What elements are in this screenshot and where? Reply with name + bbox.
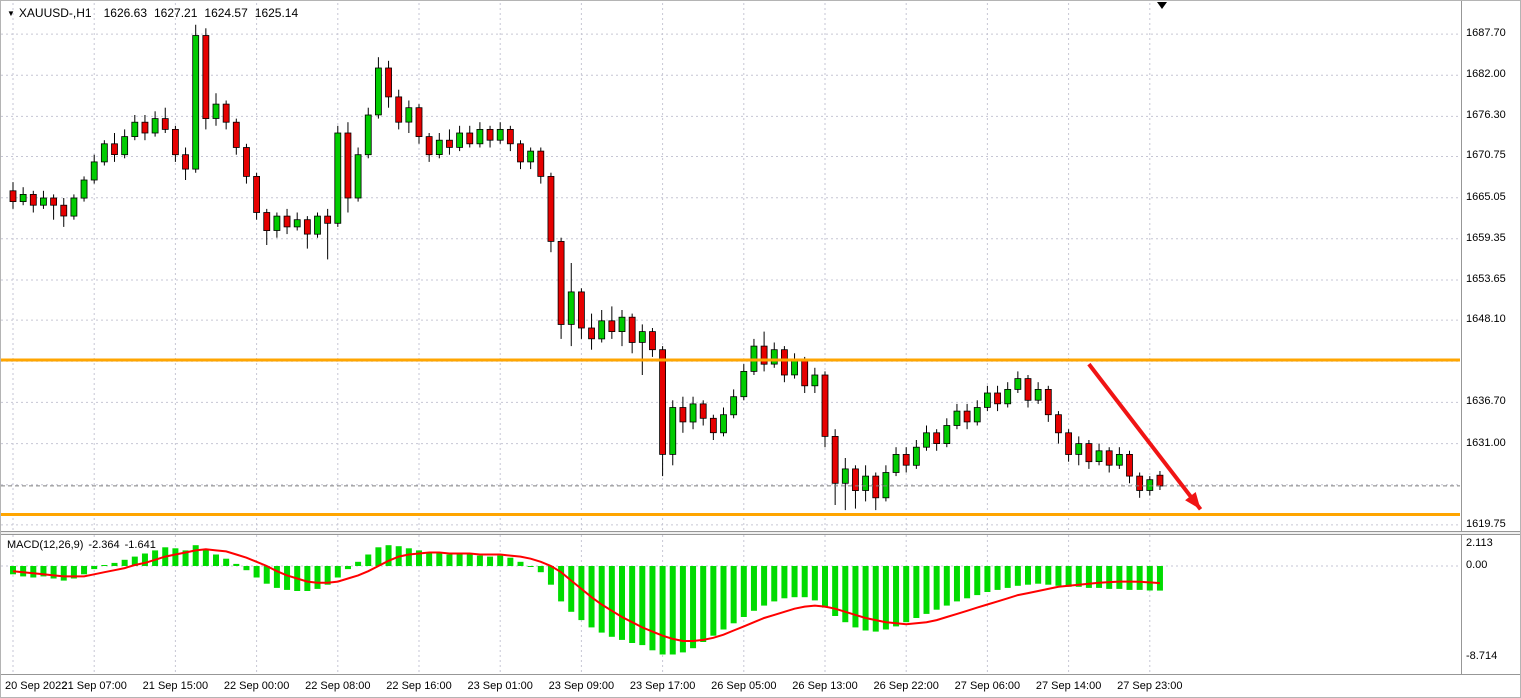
price-axis-label: 1636.70 [1466, 395, 1506, 407]
price-axis[interactable]: 1642.58 1625.14 1621.18 1687.701682.0016… [1461, 1, 1520, 674]
chart-title: ▼ XAUUSD-,H1 1626.63 1627.21 1624.57 1625.14 [7, 6, 305, 20]
time-axis-label: 21 Sep 15:00 [142, 680, 209, 692]
price-axis-label: 1687.70 [1466, 27, 1506, 39]
price-axis-label: 1619.75 [1466, 518, 1506, 530]
symbol-timeframe-label: XAUUSD-,H1 [18, 6, 92, 20]
time-axis-label: 27 Sep 23:00 [1117, 680, 1183, 692]
time-axis-label: 22 Sep 00:00 [223, 680, 290, 692]
macd-signal-line [12, 548, 1161, 642]
time-axis-label: 22 Sep 16:00 [386, 680, 452, 692]
price-chart-canvas[interactable] [1, 1, 1461, 533]
price-axis-label: 1648.10 [1466, 313, 1506, 325]
price-axis-label: 1682.00 [1466, 68, 1506, 80]
macd-axis-label: 2.113 [1466, 537, 1493, 549]
trend-arrow-annotation[interactable] [1087, 362, 1203, 511]
macd-indicator-label: MACD(12,26,9) -2.364 -1.641 [7, 539, 161, 551]
time-axis-label: 23 Sep 01:00 [467, 680, 533, 692]
time-axis-label: 26 Sep 13:00 [792, 680, 858, 692]
time-axis-label: 26 Sep 05:00 [711, 680, 777, 692]
macd-axis-label: -8.714 [1466, 650, 1498, 662]
candles-group [9, 24, 1164, 511]
time-axis-label: 23 Sep 17:00 [629, 680, 696, 692]
price-axis-label: 1676.30 [1466, 109, 1506, 121]
panel-separator[interactable] [1, 531, 1520, 535]
macd-signal-value: -1.641 [124, 539, 156, 551]
macd-name-label: MACD(12,26,9) [7, 539, 84, 551]
macd-chart-canvas[interactable] [1, 535, 1461, 674]
chart-shift-marker[interactable] [1157, 2, 1167, 9]
macd-main-value: -2.364 [88, 539, 120, 551]
ohlc-open-value: 1626.63 [103, 6, 147, 20]
macd-histogram [10, 545, 1163, 655]
time-axis-label: 23 Sep 09:00 [548, 680, 615, 692]
time-axis-label: 26 Sep 22:00 [873, 680, 939, 692]
price-axis-label: 1631.00 [1466, 437, 1506, 449]
macd-grid [1, 535, 1460, 674]
price-axis-label: 1665.05 [1466, 191, 1506, 203]
price-axis-label: 1670.75 [1466, 149, 1506, 161]
time-axis-label: 20 Sep 2022 [5, 680, 68, 692]
ohlc-high-value: 1627.21 [154, 6, 198, 20]
price-axis-label: 1653.65 [1466, 273, 1506, 285]
time-axis-label: 22 Sep 08:00 [305, 680, 371, 692]
macd-axis-label: 0.00 [1466, 559, 1488, 571]
time-axis-label: 27 Sep 14:00 [1035, 680, 1102, 692]
price-grid [1, 3, 1460, 530]
time-axis-label: 21 Sep 07:00 [61, 680, 127, 692]
time-axis[interactable]: 20 Sep 2022 21 Sep 07:00 21 Sep 15:00 22 Se… [1, 674, 1520, 697]
price-axis-label: 1659.35 [1466, 232, 1506, 244]
ohlc-close-value: 1625.14 [254, 6, 299, 20]
symbol-dropdown-icon[interactable]: ▼ [7, 9, 15, 18]
time-axis-label: 27 Sep 06:00 [954, 680, 1021, 692]
ohlc-low-value: 1624.57 [204, 6, 248, 20]
